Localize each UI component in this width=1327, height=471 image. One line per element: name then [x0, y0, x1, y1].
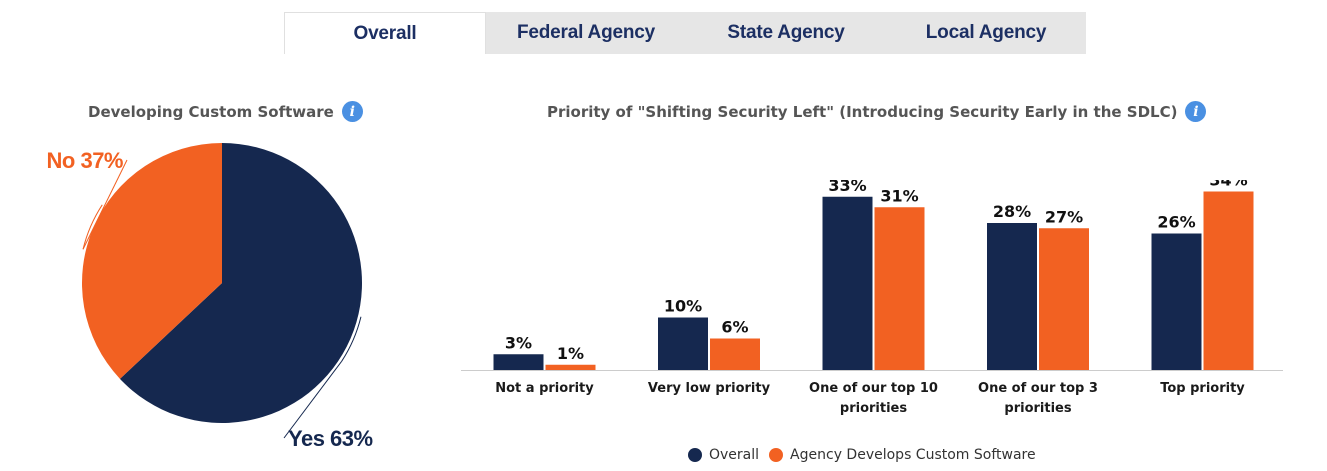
bar-custom-software-3[interactable]: [1039, 228, 1089, 370]
bar-custom-software-1[interactable]: [710, 338, 760, 371]
bar-data-label: 28%: [993, 202, 1031, 221]
bar-overall-0[interactable]: [493, 354, 544, 370]
legend-item-custom-software[interactable]: Agency Develops Custom Software: [769, 447, 1036, 463]
bar-overall-1[interactable]: [658, 317, 708, 371]
pie-leader-no: [82, 159, 128, 250]
bar-chart-title: Priority of "Shifting Security Left" (In…: [547, 102, 1178, 121]
pie-slice-yes[interactable]: [119, 143, 362, 423]
info-icon[interactable]: i: [341, 101, 363, 122]
legend-item-overall[interactable]: Overall: [688, 447, 759, 463]
x-tick-label: Very low priority: [648, 381, 771, 396]
bar-data-label: 6%: [721, 318, 748, 337]
pie-connector-yes: [341, 316, 362, 362]
x-tick-label: Top priority: [1160, 381, 1245, 396]
x-tick-label: Not a priority: [495, 381, 594, 396]
x-tick-label: One of our top 10: [809, 381, 938, 396]
bar-chart: 3% 1% Not a priority 10% 6% Very low priority…: [461, 180, 1283, 416]
pie-label-yes: Yes 63%: [288, 426, 373, 451]
bar-overall-2[interactable]: [822, 196, 873, 370]
bar-custom-software-2[interactable]: [874, 207, 925, 370]
pie-chart-title-row: Developing Custom Software i: [88, 101, 363, 122]
x-tick-label: One of our top 3: [978, 381, 1098, 396]
x-tick-label: priorities: [1004, 401, 1071, 416]
legend-label-overall: Overall: [709, 447, 760, 463]
bar-custom-software-4[interactable]: [1203, 191, 1254, 371]
bar-overall-3[interactable]: [987, 223, 1037, 370]
info-icon[interactable]: i: [1185, 101, 1207, 122]
bar-data-label: 26%: [1157, 213, 1195, 232]
bar-chart-title-row: Priority of "Shifting Security Left" (In…: [547, 101, 1207, 122]
tab-bar: Overall Federal Agency State Agency Loca…: [284, 12, 1086, 54]
tab-overall[interactable]: Overall: [284, 12, 486, 54]
bar-data-label: 33%: [828, 180, 866, 195]
tab-local-agency[interactable]: Local Agency: [925, 22, 1047, 43]
pie-slice-no[interactable]: [82, 143, 222, 379]
legend-swatch-navy: [688, 448, 702, 462]
bar-data-label: 31%: [880, 186, 918, 205]
legend-swatch-orange: [769, 448, 784, 462]
bar-data-label: 10%: [664, 297, 702, 316]
bar-data-label: 34%: [1209, 180, 1247, 190]
bar-data-label: 3%: [505, 333, 532, 352]
pie-chart-title: Developing Custom Software: [88, 102, 334, 121]
bar-data-label: 1%: [557, 344, 584, 363]
bar-data-label: 27%: [1045, 207, 1083, 226]
pie-label-no: No 37%: [47, 148, 123, 173]
bar-custom-software-0[interactable]: [545, 364, 596, 370]
tab-state-agency[interactable]: State Agency: [727, 22, 845, 43]
pie-leader-yes: [283, 360, 343, 439]
pie-chart: Yes 63% No 37%: [47, 143, 373, 451]
tab-federal-agency[interactable]: Federal Agency: [517, 22, 655, 43]
legend-label-custom-software: Agency Develops Custom Software: [790, 447, 1036, 463]
bar-overall-4[interactable]: [1151, 233, 1202, 371]
bar-chart-legend: Overall Agency Develops Custom Software: [688, 447, 1046, 463]
x-tick-label: priorities: [840, 401, 907, 416]
